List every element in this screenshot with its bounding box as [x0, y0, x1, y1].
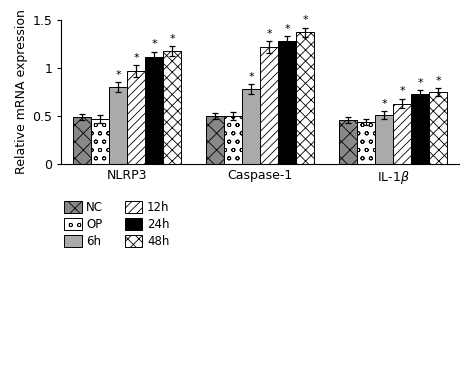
- Bar: [260, 47, 278, 164]
- Text: *: *: [151, 39, 157, 49]
- Bar: [411, 94, 429, 164]
- Text: *: *: [436, 76, 441, 86]
- Bar: [163, 51, 181, 164]
- Bar: [91, 119, 109, 164]
- Bar: [429, 92, 447, 164]
- Text: *: *: [115, 70, 121, 80]
- Bar: [224, 116, 242, 164]
- Y-axis label: Relative mRNA expression: Relative mRNA expression: [15, 9, 28, 175]
- Text: *: *: [266, 29, 272, 39]
- Bar: [375, 115, 393, 164]
- Text: *: *: [302, 15, 308, 25]
- Text: *: *: [248, 72, 254, 82]
- Text: *: *: [400, 86, 405, 97]
- Text: *: *: [284, 24, 290, 34]
- Text: *: *: [418, 78, 423, 88]
- Bar: [109, 87, 127, 164]
- Bar: [127, 71, 145, 164]
- Text: *: *: [169, 34, 175, 43]
- Text: *: *: [133, 53, 139, 63]
- Bar: [242, 89, 260, 164]
- Bar: [145, 57, 163, 164]
- Legend: NC, OP, 6h, 12h, 24h, 48h: NC, OP, 6h, 12h, 24h, 48h: [59, 196, 174, 253]
- Bar: [73, 117, 91, 164]
- Bar: [206, 116, 224, 164]
- Bar: [296, 32, 314, 164]
- Bar: [339, 120, 357, 164]
- Bar: [357, 122, 375, 164]
- Bar: [393, 104, 411, 164]
- Text: *: *: [382, 99, 387, 109]
- Bar: [278, 41, 296, 164]
